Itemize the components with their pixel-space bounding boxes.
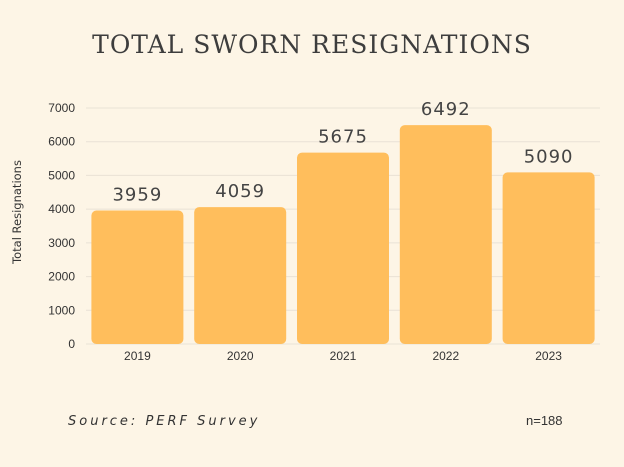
- bar-2023: [502, 172, 595, 344]
- data-label: 3959: [112, 185, 162, 206]
- y-tick-label: 2000: [48, 270, 75, 284]
- x-tick-label: 2022: [432, 349, 459, 363]
- y-tick-label: 7000: [48, 101, 75, 115]
- x-tick-label: 2020: [227, 349, 254, 363]
- y-tick-label: 4000: [48, 202, 75, 216]
- y-tick-label: 6000: [48, 135, 75, 149]
- x-tick-label: 2021: [330, 349, 357, 363]
- bar-2022: [399, 125, 492, 344]
- bars: [91, 125, 595, 344]
- y-tick-label: 0: [68, 337, 75, 351]
- data-label: 4059: [215, 181, 265, 202]
- sample-size-note: n=188: [526, 413, 563, 428]
- data-label: 5675: [318, 127, 368, 148]
- chart-title: TOTAL SWORN RESIGNATIONS: [92, 30, 532, 59]
- x-tick-label: 2019: [124, 349, 151, 363]
- data-labels: 3959 4059 5675 6492 5090: [112, 99, 574, 206]
- x-axis-ticks: 2019 2020 2021 2022 2023: [124, 349, 562, 363]
- y-axis-ticks: 0 1000 2000 3000 4000 5000 6000 7000: [48, 101, 75, 351]
- y-tick-label: 5000: [48, 168, 75, 182]
- y-tick-label: 3000: [48, 236, 75, 250]
- y-tick-label: 1000: [48, 303, 75, 317]
- bar-2019: [91, 210, 184, 344]
- bar-2020: [194, 207, 287, 344]
- data-label: 6492: [421, 99, 471, 120]
- bar-2021: [297, 152, 389, 344]
- x-tick-label: 2023: [535, 349, 562, 363]
- source-note: Source: PERF Survey: [68, 414, 261, 429]
- data-label: 5090: [524, 146, 574, 167]
- y-axis-label: Total Resignations: [10, 160, 24, 265]
